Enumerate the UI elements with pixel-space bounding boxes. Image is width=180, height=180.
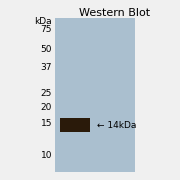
Text: 75: 75 xyxy=(40,26,52,35)
Text: 10: 10 xyxy=(40,150,52,159)
Text: 25: 25 xyxy=(41,89,52,98)
Text: Western Blot: Western Blot xyxy=(79,8,150,18)
Text: 37: 37 xyxy=(40,64,52,73)
Text: 50: 50 xyxy=(40,46,52,55)
Bar xyxy=(55,18,135,172)
Text: kDa: kDa xyxy=(34,17,52,26)
Text: ← 14kDa: ← 14kDa xyxy=(97,120,136,129)
Bar xyxy=(60,118,90,132)
Text: 15: 15 xyxy=(40,120,52,129)
Text: 20: 20 xyxy=(41,102,52,111)
